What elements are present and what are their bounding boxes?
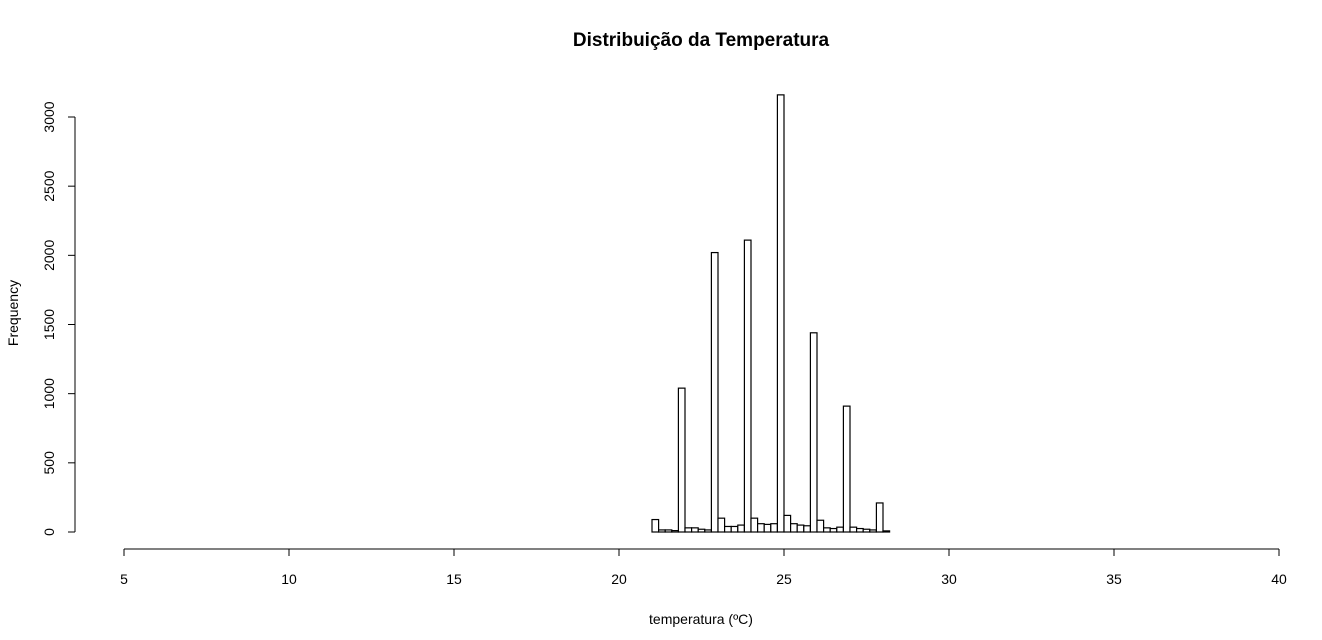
histogram-bar: [651, 518, 660, 533]
histogram-bar: [671, 530, 679, 533]
histogram-bar: [743, 239, 752, 533]
histogram-bar: [756, 523, 765, 533]
histogram-bar: [697, 528, 706, 533]
histogram-bar: [717, 517, 726, 533]
histogram-bar: [829, 527, 838, 533]
x-tick-label: 35: [1106, 571, 1122, 587]
histogram-bar: [783, 514, 792, 533]
y-axis-label: Frequency: [5, 280, 21, 346]
x-tick-label: 20: [611, 571, 627, 587]
histogram-bar: [796, 524, 805, 533]
y-tick-label: 3000: [41, 101, 57, 132]
y-axis: 0 500 1000 1500 2000 2500 3000: [41, 101, 76, 536]
histogram-bar: [664, 529, 673, 533]
x-axis: 5 10 15 20 25 30 35 40: [120, 548, 1287, 587]
histogram-bar: [875, 502, 884, 533]
histogram-bar: [690, 527, 699, 533]
histogram-bar: [862, 528, 871, 533]
histogram-bar: [677, 387, 686, 533]
histogram-bar: [803, 525, 811, 533]
x-tick-label: 30: [941, 571, 957, 587]
histogram-bar: [770, 523, 778, 533]
y-tick-label: 2000: [41, 240, 57, 271]
histogram-bar: [816, 519, 825, 533]
x-tick-label: 5: [120, 571, 128, 587]
y-tick-label: 1500: [41, 309, 57, 340]
x-tick-label: 25: [776, 571, 792, 587]
x-tick-label: 10: [281, 571, 297, 587]
y-tick-label: 0: [41, 528, 57, 536]
histogram-bar: [882, 530, 891, 533]
histogram-bar: [763, 523, 772, 533]
histogram-bar: [809, 332, 818, 533]
histogram-bar: [842, 405, 851, 533]
histogram-bar: [849, 526, 858, 533]
x-tick-label: 40: [1271, 571, 1287, 587]
chart-title: Distribuição da Temperatura: [573, 30, 830, 51]
histogram-bar: [776, 94, 785, 533]
histogram-bar: [730, 525, 739, 533]
x-tick-label: 15: [446, 571, 462, 587]
y-tick-label: 1000: [41, 378, 57, 409]
histogram-bar: [789, 523, 798, 533]
bars-layer: [651, 94, 891, 533]
histogram-bar: [657, 529, 666, 533]
histogram-bar: [704, 529, 712, 533]
y-tick-label: 500: [41, 451, 57, 475]
histogram-bar: [723, 525, 732, 533]
histogram-bar: [737, 524, 745, 533]
histogram-bar: [710, 251, 719, 533]
histogram-bar: [822, 527, 831, 533]
histogram-bar: [836, 526, 844, 533]
x-axis-label: temperatura (ºC): [649, 611, 753, 627]
histogram-bar: [855, 527, 864, 533]
y-tick-label: 2500: [41, 170, 57, 201]
histogram-bar: [750, 517, 759, 533]
histogram-bar: [869, 529, 877, 533]
histogram-bar: [684, 527, 693, 533]
